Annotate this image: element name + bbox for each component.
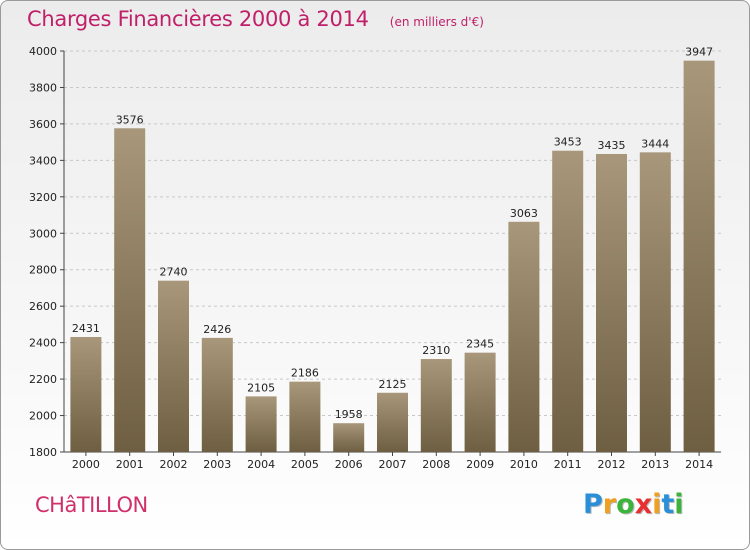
- x-tick-label-2008: 2008: [422, 458, 450, 471]
- y-tick-label: 4000: [29, 45, 57, 58]
- logo-letter: i: [674, 489, 684, 520]
- bar-2011: [552, 150, 584, 452]
- data-label-2012: 3435: [598, 139, 626, 152]
- logo-letter: t: [661, 489, 675, 520]
- bar-2014: [683, 60, 715, 452]
- data-label-2010: 3063: [510, 207, 538, 220]
- bar-2000: [70, 336, 102, 452]
- bar-2007: [377, 392, 408, 452]
- y-tick-label: 2600: [29, 300, 57, 313]
- proxiti-logo: Proxiti: [583, 489, 684, 520]
- chart-title: Charges Financières 2000 à 2014: [27, 7, 369, 31]
- data-label-2007: 2125: [379, 378, 407, 391]
- bar-2002: [158, 280, 189, 452]
- axis-layer: 1800 2000 2200 2400 2600 2800 3000 3200 3400 3600…: [29, 45, 721, 471]
- x-tick-label-2001: 2001: [116, 458, 144, 471]
- y-tick-label: 3800: [29, 81, 57, 94]
- bar-2003: [201, 337, 233, 452]
- x-tick-label-2011: 2011: [554, 458, 582, 471]
- x-tick-label-2013: 2013: [641, 458, 669, 471]
- title-row: Charges Financières 2000 à 2014 (en mill…: [27, 7, 484, 31]
- logo-letter: x: [634, 489, 653, 520]
- y-tick-label: 3000: [29, 227, 57, 240]
- x-tick-label-2010: 2010: [510, 458, 538, 471]
- x-tick-label-2002: 2002: [160, 458, 188, 471]
- bar-layer: [70, 60, 715, 453]
- y-tick-label: 2000: [29, 410, 57, 423]
- bar-2010: [508, 221, 540, 452]
- x-tick-label-2009: 2009: [466, 458, 494, 471]
- label-layer: 2431 3576 2740 2426 2105 2186 1958 2125 2310 2345…: [72, 46, 713, 422]
- y-tick-label: 2800: [29, 264, 57, 277]
- bar-2004: [245, 396, 277, 452]
- bar-2005: [289, 381, 321, 452]
- x-tick-label-2004: 2004: [247, 458, 275, 471]
- bar-2012: [596, 153, 627, 453]
- y-tick-label: 2200: [29, 373, 57, 386]
- city-name: CHâTILLON: [35, 493, 148, 517]
- bar-2001: [114, 128, 146, 452]
- data-label-2003: 2426: [203, 323, 231, 336]
- data-label-2009: 2345: [466, 338, 494, 351]
- y-tick-label: 3600: [29, 118, 57, 131]
- bar-2013: [639, 152, 671, 453]
- logo-letter: o: [616, 489, 635, 520]
- data-label-2001: 3576: [116, 113, 144, 126]
- x-tick-label-2003: 2003: [203, 458, 231, 471]
- logo-letter: r: [602, 489, 617, 520]
- y-tick-label: 2400: [29, 337, 57, 350]
- logo-letter: P: [583, 489, 603, 520]
- chart-unit: (en milliers d'€): [389, 15, 484, 29]
- bar-2009: [464, 352, 496, 452]
- bar-2006: [333, 423, 365, 452]
- y-tick-label: 3200: [29, 191, 57, 204]
- y-tick-label: 3400: [29, 154, 57, 167]
- x-tick-label-2005: 2005: [291, 458, 319, 471]
- data-label-2014: 3947: [685, 46, 713, 59]
- x-tick-label-2007: 2007: [379, 458, 407, 471]
- data-label-2011: 3453: [554, 136, 582, 149]
- data-label-2008: 2310: [422, 344, 450, 357]
- x-tick-label-2006: 2006: [335, 458, 363, 471]
- data-label-2005: 2186: [291, 367, 319, 380]
- bar-2008: [420, 359, 452, 452]
- logo-letter: i: [652, 489, 662, 520]
- data-label-2002: 2740: [160, 266, 188, 279]
- data-label-2006: 1958: [335, 408, 363, 421]
- x-tick-label-2012: 2012: [598, 458, 626, 471]
- data-label-2000: 2431: [72, 322, 100, 335]
- data-label-2004: 2105: [247, 381, 275, 394]
- x-tick-label-2014: 2014: [685, 458, 713, 471]
- y-tick-label: 1800: [29, 446, 57, 459]
- data-label-2013: 3444: [641, 137, 669, 150]
- x-tick-label-2000: 2000: [72, 458, 100, 471]
